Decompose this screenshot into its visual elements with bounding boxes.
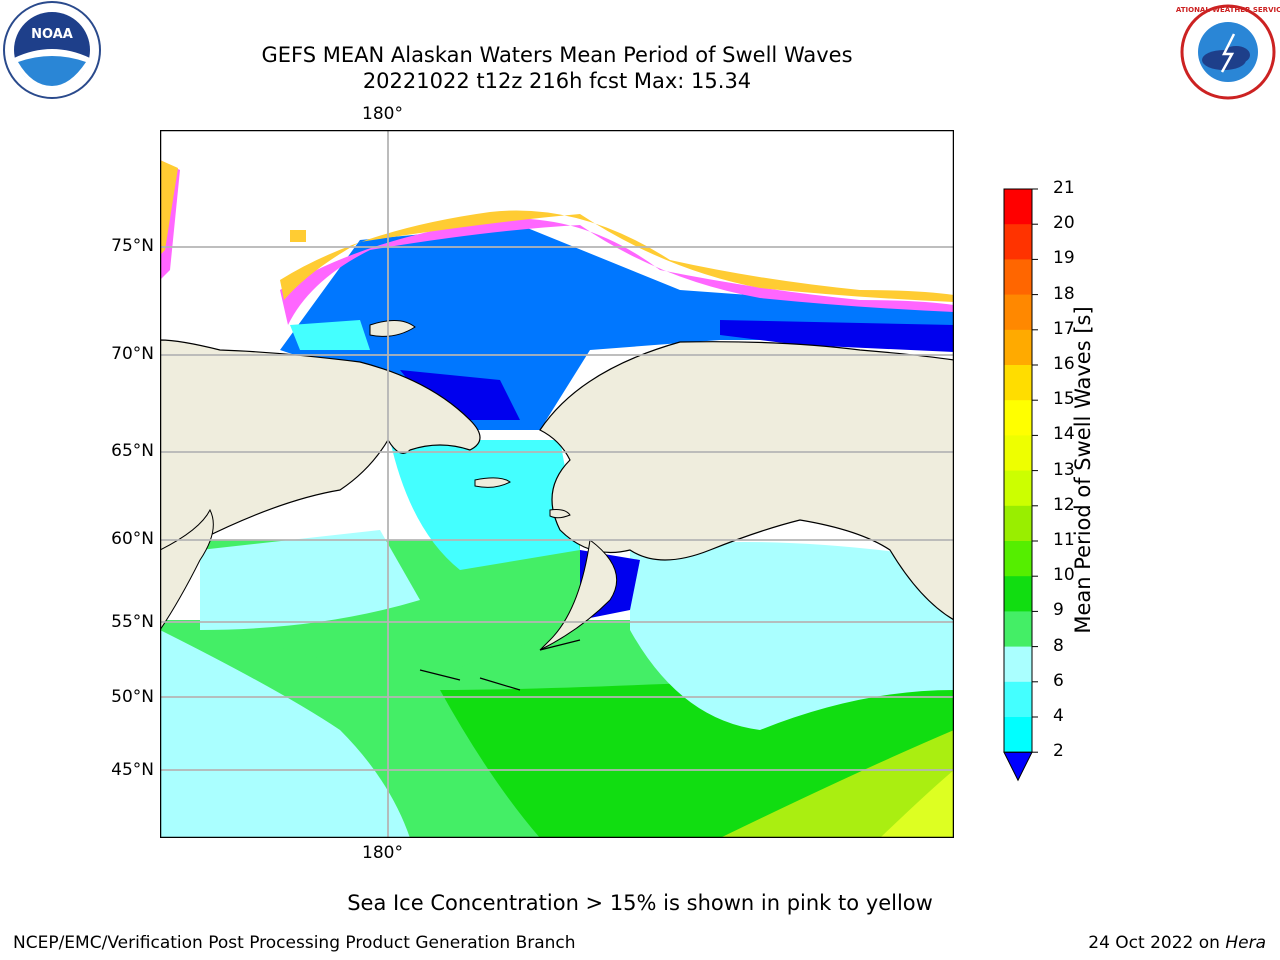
nws-logo-text: NATIONAL WEATHER SERVICE (1176, 6, 1280, 14)
footer-branch: NCEP/EMC/Verification Post Processing Pr… (13, 933, 576, 953)
colorbar-tick-label: 6 (1053, 670, 1064, 691)
footer-date-text: 24 Oct 2022 on (1088, 933, 1226, 953)
colorbar-label: Mean Period of Swell Waves [s] (1071, 306, 1095, 634)
colorbar-tick-label: 21 (1053, 178, 1075, 198)
lat-label-55: 55°N (111, 612, 154, 632)
lat-label-70: 70°N (111, 344, 154, 364)
land-alaska-peninsula (539, 539, 618, 651)
colorbar-segment (1004, 294, 1032, 331)
bering-cyan (390, 440, 580, 570)
footer-machine: Hera (1225, 933, 1266, 953)
colorbar-segment (1004, 576, 1032, 612)
nws-logo: NATIONAL WEATHER SERVICE (1176, 4, 1280, 100)
st-lawrence-island (474, 477, 511, 488)
colorbar-tick-label: 14 (1053, 424, 1075, 445)
map-subtitle: 20221022 t12z 216h fcst Max: 15.34 (362, 69, 752, 93)
colorbar-tick-label: 17 (1053, 318, 1075, 339)
colorbar-extend-triangle (1003, 751, 1033, 782)
colorbar-segment (1004, 189, 1032, 225)
colorbar-segment (1004, 259, 1032, 296)
sea-ice-note: Sea Ice Concentration > 15% is shown in … (347, 891, 933, 915)
sea-ice-yellow-edge (280, 210, 954, 302)
noaa-logo: NOAA (3, 1, 101, 99)
colorbar-segment (1004, 681, 1032, 718)
pacific-yellow-green (720, 730, 954, 838)
colorbar-tick-label: 19 (1053, 248, 1075, 269)
swell-period-map (160, 130, 954, 838)
lat-label-45: 45°N (111, 760, 154, 780)
colorbar (1003, 188, 1038, 782)
chukchi-cyan (290, 320, 370, 350)
colorbar-tick-label: 10 (1053, 565, 1075, 586)
nunivak-island (549, 509, 571, 519)
sea-ice-pink-edge (280, 218, 954, 325)
colorbar-segment (1004, 611, 1032, 648)
noaa-logo-text: NOAA (31, 27, 73, 42)
colorbar-segment (1004, 435, 1032, 472)
colorbar-segment (1004, 400, 1032, 436)
sea-ice-spot (290, 230, 306, 242)
colorbar-tick-label: 12 (1053, 494, 1075, 515)
colorbar-tick-label: 4 (1053, 706, 1064, 726)
colorbar-segment (1004, 717, 1032, 753)
colorbar-tick-label: 20 (1053, 213, 1075, 234)
map-title: GEFS MEAN Alaskan Waters Mean Period of … (261, 43, 853, 67)
colorbar-tick-label: 2 (1053, 741, 1064, 762)
bering-lightcyan (200, 530, 420, 630)
pacific-lightcyan-west (160, 630, 410, 838)
map-frame (160, 130, 954, 838)
colorbar-tick-label: 13 (1053, 459, 1075, 480)
lat-label-65: 65°N (111, 441, 154, 461)
sea-ice-west-yellow (160, 160, 178, 255)
colorbar-tick-label: 15 (1053, 389, 1075, 410)
colorbar-segment (1004, 541, 1032, 577)
lat-label-50: 50°N (111, 687, 154, 707)
colorbar-segment (1004, 224, 1032, 260)
land-alaska (539, 341, 954, 621)
colorbar-segment (1004, 646, 1032, 683)
pacific-lightcyan-east (630, 542, 954, 730)
colorbar-tick-label: 18 (1053, 283, 1075, 304)
lon-label-top: 180° (362, 104, 403, 124)
colorbar-segment (1004, 505, 1032, 542)
lat-label-60: 60°N (111, 529, 154, 549)
footer-date: 24 Oct 2022 on Hera (1088, 933, 1266, 953)
graticule (160, 130, 954, 838)
colorbar-segment (1004, 329, 1032, 366)
land-siberia (160, 339, 481, 551)
aleutian-islands (419, 639, 581, 691)
colorbar-segment (1004, 470, 1032, 507)
colorbar-tick-label: 11 (1053, 530, 1075, 550)
beaufort-deep-blue (720, 320, 954, 352)
colorbar-segment (1004, 365, 1032, 401)
lon-label-bottom: 180° (362, 843, 403, 863)
pacific-yellow-corner (880, 770, 954, 838)
lat-label-75: 75°N (111, 236, 154, 256)
colorbar-tick-label: 8 (1053, 635, 1064, 656)
colorbar-tick-label: 16 (1053, 354, 1075, 374)
colorbar-tick-label: 9 (1053, 600, 1064, 621)
